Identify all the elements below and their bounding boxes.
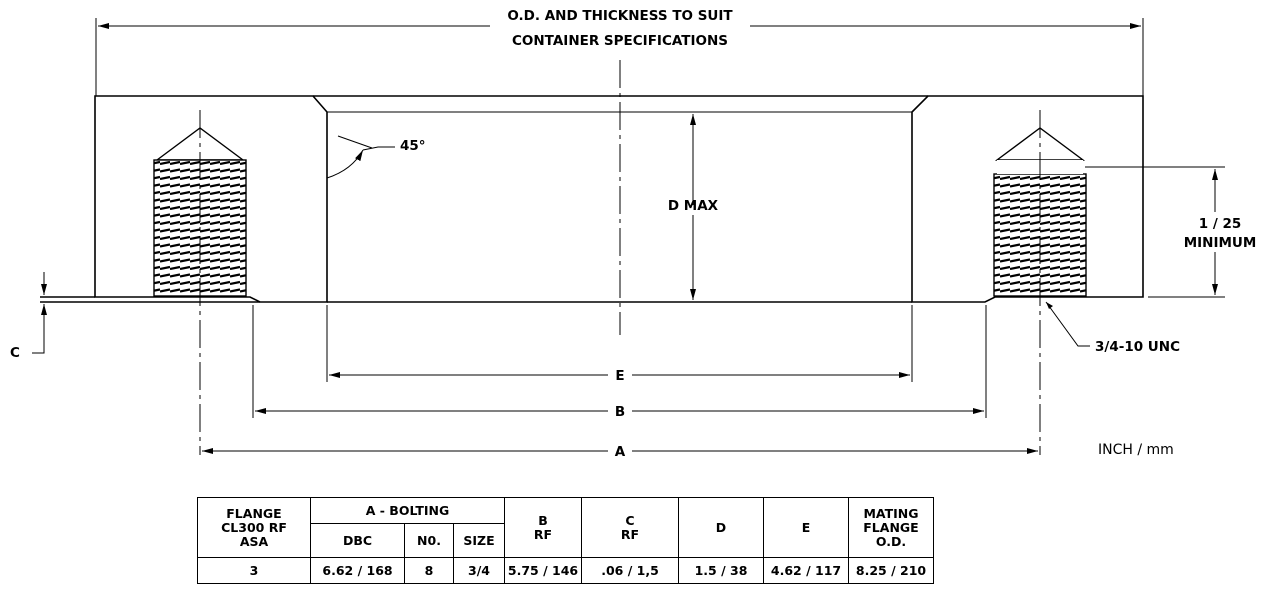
header-d: D xyxy=(678,497,764,558)
units-label: INCH / mm xyxy=(1098,442,1174,458)
cell-size: 3/4 xyxy=(453,557,505,584)
chamfer-angle-label: 45° xyxy=(400,138,426,154)
d-max-label: D MAX xyxy=(668,198,719,214)
cell-b-rf: 5.75 / 146 xyxy=(504,557,582,584)
left-flange-section xyxy=(94,95,328,303)
cell-e: 4.62 / 117 xyxy=(763,557,849,584)
c-label: C xyxy=(10,345,20,361)
table-row: 3 6.62 / 168 8 3/4 5.75 / 146 .06 / 1,5 … xyxy=(197,557,934,584)
cell-dbc: 6.62 / 168 xyxy=(310,557,405,584)
header-bolting: A - BOLTING xyxy=(310,497,505,524)
cell-flange: 3 xyxy=(197,557,311,584)
header-b-rf: B RF xyxy=(504,497,582,558)
header-flange: FLANGE CL300 RF ASA xyxy=(197,497,311,558)
cell-mating-od: 8.25 / 210 xyxy=(848,557,934,584)
thread-depth-line1: 1 / 25 xyxy=(1199,216,1242,232)
header-c-rf: C RF xyxy=(581,497,679,558)
header-dbc: DBC xyxy=(310,523,405,558)
cell-c-rf: .06 / 1,5 xyxy=(581,557,679,584)
e-label: E xyxy=(615,368,624,384)
header-e: E xyxy=(763,497,849,558)
cell-d: 1.5 / 38 xyxy=(678,557,764,584)
header-no: N0. xyxy=(404,523,454,558)
a-label: A xyxy=(615,444,626,460)
b-label: B xyxy=(615,404,625,420)
thread-spec-label: 3/4-10 UNC xyxy=(1095,339,1180,355)
chamfer-angle-arc xyxy=(326,149,364,179)
od-note-line2: CONTAINER SPECIFICATIONS xyxy=(512,33,728,49)
flange-spec-table: FLANGE CL300 RF ASA A - BOLTING B RF C R… xyxy=(197,497,934,584)
thread-depth-line2: MINIMUM xyxy=(1184,235,1257,251)
header-mating-flange: MATING FLANGE O.D. xyxy=(848,497,934,558)
right-tapped-hole xyxy=(993,127,1087,297)
cell-no: 8 xyxy=(404,557,454,584)
header-size: SIZE xyxy=(453,523,505,558)
right-flange-section xyxy=(911,95,1144,303)
od-note-line1: O.D. AND THICKNESS TO SUIT xyxy=(507,8,733,24)
